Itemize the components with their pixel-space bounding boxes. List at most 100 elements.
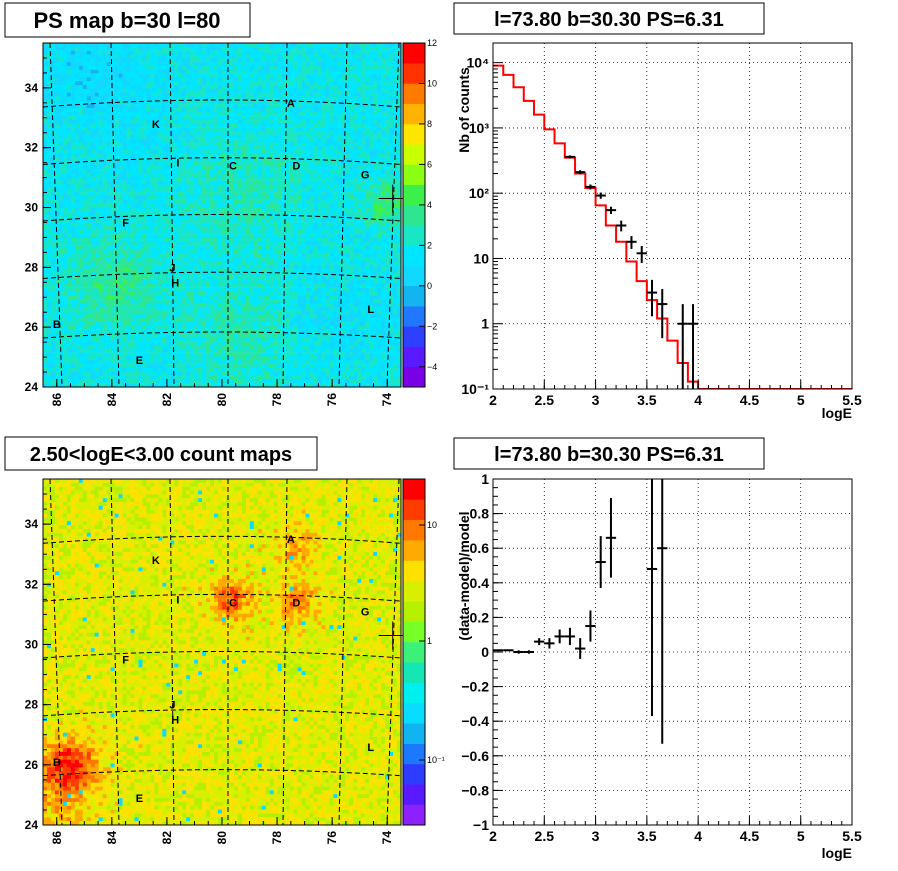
map-pixel [150, 54, 155, 59]
map-pixel [166, 73, 171, 78]
map-pixel [198, 192, 203, 197]
map-pixel [397, 81, 401, 86]
map-pixel [349, 188, 354, 193]
map-pixel [269, 65, 274, 70]
map-pixel [78, 165, 84, 170]
map-pixel [190, 161, 195, 166]
map-pixel [150, 192, 155, 197]
map-pixel [154, 92, 159, 97]
map-pixel [281, 222, 286, 227]
map-pixel [373, 123, 378, 128]
map-pixel [289, 211, 294, 216]
map-pixel [285, 215, 290, 220]
map-pixel [66, 50, 72, 55]
map-pixel [361, 237, 366, 242]
map-pixel [361, 230, 366, 235]
map-pixel [365, 130, 370, 135]
map-pixel [253, 169, 259, 174]
map-pixel [397, 241, 401, 246]
map-pixel [210, 81, 215, 86]
map-pixel [114, 241, 119, 246]
map-pixel [353, 43, 358, 48]
map-pixel [138, 50, 143, 55]
map-pixel [194, 157, 199, 162]
map-pixel [273, 142, 278, 147]
map-pixel [285, 180, 290, 185]
map-pixel [202, 127, 207, 132]
map-pixel [43, 249, 48, 254]
map-pixel [321, 192, 326, 197]
map-pixel [170, 165, 175, 170]
map-pixel [333, 230, 338, 235]
map-pixel [222, 130, 227, 135]
map-pixel [78, 237, 84, 242]
map-pixel [361, 100, 366, 105]
map-pixel [249, 73, 255, 78]
map-pixel [237, 161, 243, 166]
map-pixel [361, 134, 366, 139]
map-pixel [186, 150, 191, 155]
map-pixel [134, 245, 139, 250]
map-pixel [150, 215, 155, 220]
map-pixel [329, 180, 334, 185]
map-pixel [70, 150, 76, 155]
map-pixel [102, 203, 107, 208]
map-pixel [118, 100, 123, 105]
map-pixel [94, 176, 99, 181]
map-pixel [361, 195, 366, 200]
map-pixel [301, 199, 306, 204]
map-pixel [194, 172, 199, 178]
map-pixel [178, 111, 183, 116]
map-pixel [98, 81, 103, 86]
map-pixel [289, 176, 294, 181]
map-pixel [261, 222, 267, 227]
map-pixel [106, 188, 111, 193]
map-pixel [138, 230, 143, 235]
map-pixel [329, 165, 334, 170]
map-pixel [58, 237, 64, 242]
map-pixel [281, 245, 286, 250]
map-pixel [54, 180, 60, 185]
map-pixel [389, 65, 394, 70]
map-pixel [62, 180, 68, 185]
map-pixel [210, 142, 215, 147]
map-pixel [78, 161, 84, 166]
map-pixel [281, 62, 286, 67]
map-pixel [313, 153, 318, 158]
map-pixel [229, 165, 235, 170]
map-pixel [325, 142, 330, 147]
map-pixel [285, 230, 290, 235]
map-pixel [146, 157, 151, 162]
map-pixel [357, 62, 362, 67]
map-pixel [166, 119, 171, 124]
map-pixel [329, 161, 334, 166]
map-pixel [253, 207, 259, 212]
map-pixel [198, 50, 203, 55]
map-pixel [54, 207, 60, 212]
map-pixel [82, 146, 88, 151]
map-pixel [245, 207, 251, 212]
map-pixel [365, 54, 370, 59]
map-pixel [289, 88, 294, 93]
map-pixel [293, 184, 298, 189]
map-pixel [245, 169, 251, 174]
map-pixel [389, 245, 394, 250]
map-pixel [381, 54, 386, 59]
map-pixel [202, 207, 207, 212]
map-pixel [389, 165, 394, 170]
map-pixel [190, 46, 195, 51]
map-pixel [253, 119, 259, 124]
map-pixel [86, 207, 91, 212]
map-pixel [337, 96, 342, 101]
map-pixel [146, 88, 151, 93]
map-pixel [82, 123, 88, 128]
map-pixel [281, 161, 286, 166]
map-pixel [198, 172, 203, 178]
map-pixel [126, 73, 131, 78]
map-pixel [333, 169, 338, 174]
map-pixel [361, 222, 366, 227]
map-pixel [182, 54, 187, 59]
map-pixel [166, 253, 171, 258]
map-pixel [329, 43, 334, 48]
map-pixel [122, 127, 127, 132]
